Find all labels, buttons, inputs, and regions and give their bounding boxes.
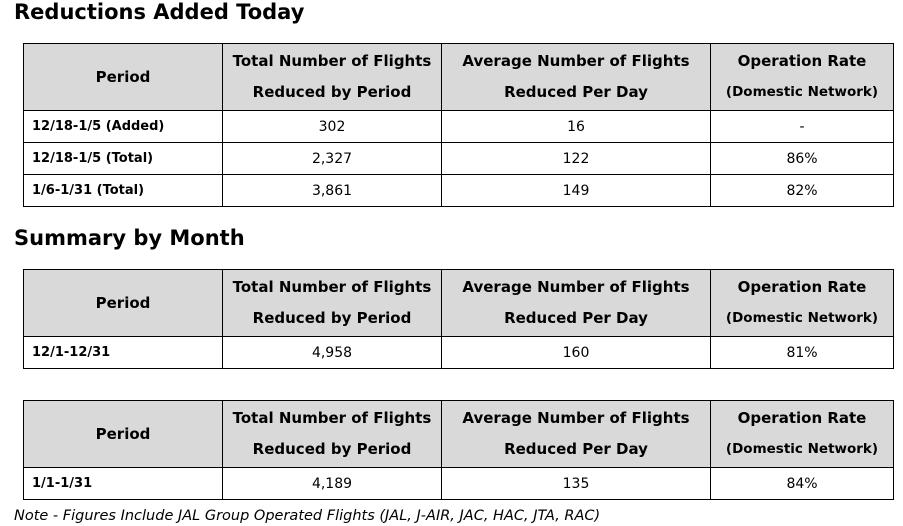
section-title: Reductions Added Today [14, 0, 305, 24]
header-cell: Period [23, 43, 223, 111]
header-row: Period Total Number of Flights Reduced by … [23, 269, 894, 337]
header-row: Period Total Number of Flights Reduced by … [23, 400, 894, 468]
data-table: Period Total Number of Flights Reduced by … [23, 43, 894, 207]
header-line: Period [95, 424, 151, 443]
table-cell: 1/6-1/31 (Total) [23, 174, 223, 207]
header-line: Period [95, 67, 151, 86]
header-line: Operation Rate [737, 52, 867, 70]
table-cell: 122 [441, 142, 711, 175]
table-cell: 86% [710, 142, 894, 175]
table-row: 12/18-1/5 (Total) 2,327 122 86% [23, 142, 894, 175]
header-cell: Average Number of Flights Reduced Per Day [441, 43, 711, 111]
header-line: Period [95, 293, 151, 312]
table-cell: 4,958 [222, 336, 442, 369]
table-cell: 1/1-1/31 [23, 467, 223, 500]
header-cell: Period [23, 400, 223, 468]
table-cell: 84% [710, 467, 894, 500]
header-line: (Domestic Network) [725, 441, 879, 457]
table-row: 12/18-1/5 (Added) 302 16- [23, 110, 894, 143]
table-cell: 2,327 [222, 142, 442, 175]
header-cell: Period [23, 269, 223, 337]
header-line: Reduced Per Day [504, 83, 648, 101]
table-cell: 302 [222, 110, 442, 143]
table-cell: - [710, 110, 894, 143]
section-title: Summary by Month [14, 226, 245, 250]
table-row: 1/6-1/31 (Total) 3,861 149 82% [23, 174, 894, 207]
table-cell: 160 [441, 336, 711, 369]
header-line: Average Number of Flights [462, 52, 690, 70]
header-cell: Total Number of Flights Reduced by Period [222, 43, 442, 111]
header-cell: Operation Rate (Domestic Network) [710, 269, 894, 337]
table-cell: 3,861 [222, 174, 442, 207]
header-line: (Domestic Network) [725, 84, 879, 100]
header-line: Reduced by Period [252, 83, 412, 101]
header-line: Total Number of Flights [232, 409, 432, 427]
table-cell: 149 [441, 174, 711, 207]
header-line: Reduced by Period [252, 440, 412, 458]
header-line: Total Number of Flights [232, 52, 432, 70]
header-line: Operation Rate [737, 278, 867, 296]
header-cell: Operation Rate (Domestic Network) [710, 400, 894, 468]
table-cell: 82% [710, 174, 894, 207]
header-line: Average Number of Flights [462, 278, 690, 296]
header-line: Reduced Per Day [504, 309, 648, 327]
table-cell: 12/18-1/5 (Total) [23, 142, 223, 175]
header-line: Average Number of Flights [462, 409, 690, 427]
table-cell: 16 [441, 110, 711, 143]
header-cell: Total Number of Flights Reduced by Period [222, 269, 442, 337]
header-cell: Average Number of Flights Reduced Per Day [441, 269, 711, 337]
table-cell: 12/1-12/31 [23, 336, 223, 369]
table-row: 12/1-12/31 4,958 160 81% [23, 336, 894, 369]
data-table: Period Total Number of Flights Reduced by … [23, 269, 894, 369]
header-row: Period Total Number of Flights Reduced by … [23, 43, 894, 111]
header-cell: Operation Rate (Domestic Network) [710, 43, 894, 111]
header-line: Operation Rate [737, 409, 867, 427]
header-line: Reduced by Period [252, 309, 412, 327]
table-row: 1/1-1/31 4,189 135 84% [23, 467, 894, 500]
table-cell: 135 [441, 467, 711, 500]
header-line: (Domestic Network) [725, 310, 879, 326]
header-cell: Total Number of Flights Reduced by Period [222, 400, 442, 468]
header-line: Total Number of Flights [232, 278, 432, 296]
table-cell: 4,189 [222, 467, 442, 500]
table-cell: 81% [710, 336, 894, 369]
footnote: Note - Figures Include JAL Group Operate… [14, 508, 601, 524]
data-table: Period Total Number of Flights Reduced by … [23, 400, 894, 500]
header-cell: Average Number of Flights Reduced Per Day [441, 400, 711, 468]
table-cell: 12/18-1/5 (Added) [23, 110, 223, 143]
header-line: Reduced Per Day [504, 440, 648, 458]
